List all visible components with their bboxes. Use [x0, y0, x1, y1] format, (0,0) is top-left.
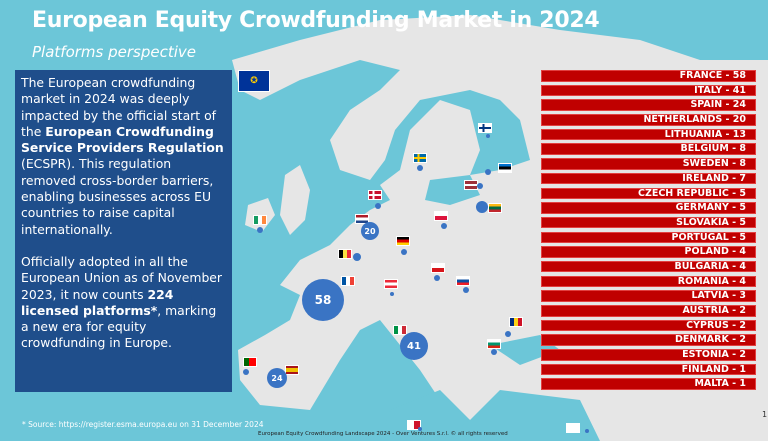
spain-flag-icon [285, 365, 299, 375]
bubble-portugal [243, 369, 249, 375]
bubble-latvia [477, 183, 483, 189]
bubble-spain: 24 [267, 368, 287, 388]
finland-flag-icon [478, 123, 492, 133]
eu-flag-icon: ✪ [238, 70, 270, 92]
bubble-estonia [485, 169, 491, 175]
bubble-netherlands: 20 [361, 222, 379, 240]
romania-flag-icon [509, 317, 523, 327]
country-bar: LITHUANIA - 13 [541, 128, 756, 141]
bubble-czech [434, 275, 440, 281]
slovakia-flag-icon [456, 276, 470, 286]
bubble-bulgaria [491, 349, 497, 355]
latvia-flag-icon [464, 180, 478, 190]
austria-flag-icon [384, 279, 398, 289]
bubble-italy: 41 [400, 332, 428, 360]
country-bar: FRANCE - 58 [541, 70, 756, 82]
country-bar: BULGARIA - 4 [541, 260, 756, 273]
belgium-flag-icon [338, 249, 352, 259]
bubble-finland [486, 134, 490, 138]
country-bar: IRELAND - 7 [541, 172, 756, 185]
lithuania-flag-icon [488, 203, 502, 213]
bubble-malta [418, 427, 422, 431]
footer-copyright: European Equity Crowdfunding Landscape 2… [258, 431, 508, 437]
intro-textbox: The European crowdfunding market in 2024… [15, 70, 232, 392]
page-subtitle: Platforms perspective [32, 43, 196, 61]
country-bar: ITALY - 41 [541, 84, 756, 97]
country-bar: ROMANIA - 4 [541, 275, 756, 288]
intro-paragraph-1: The European crowdfunding market in 2024… [21, 75, 226, 238]
country-bar: POLAND - 4 [541, 246, 756, 258]
bubble-sweden [417, 165, 423, 171]
bubble-ireland [257, 227, 263, 233]
country-bar: GERMANY - 5 [541, 202, 756, 214]
bubble-slovakia [463, 287, 469, 293]
country-bar: DENMARK - 2 [541, 334, 756, 346]
cyprus-flag-icon [566, 423, 580, 433]
intro-paragraph-2: Officially adopted in all the European U… [21, 254, 226, 352]
intro-text: Officially adopted in all the European U… [21, 253, 223, 302]
netherlands-flag-icon [355, 214, 369, 224]
ireland-flag-icon [253, 215, 267, 225]
bubble-france: 58 [302, 279, 344, 321]
bubble-denmark [375, 203, 381, 209]
country-bar: CYPRUS - 2 [541, 319, 756, 332]
country-bar: CZECH REPUBLIC - 5 [541, 187, 756, 199]
country-bar: BELGIUM - 8 [541, 143, 756, 155]
country-bar: SPAIN - 24 [541, 99, 756, 111]
bubble-poland [441, 223, 447, 229]
page-title: European Equity Crowdfunding Market in 2… [32, 8, 600, 33]
country-bar: FINLAND - 1 [541, 363, 756, 376]
germany-flag-icon [396, 236, 410, 246]
intro-bold: 224 licensed platforms* [21, 286, 174, 318]
intro-bold: European Crowdfunding Service Providers … [21, 123, 224, 156]
country-bar: PORTUGAL - 5 [541, 231, 756, 244]
source-note: * Source: https://register.esma.europa.e… [22, 420, 264, 429]
bubble-cyprus [585, 429, 589, 433]
bulgaria-flag-icon [487, 339, 501, 349]
sweden-flag-icon [413, 153, 427, 163]
bubble-austria [390, 292, 394, 296]
poland-flag-icon [434, 211, 448, 221]
italy-flag-icon [393, 325, 407, 335]
bubble-lithuania [476, 201, 488, 213]
country-bar: SLOVAKIA - 5 [541, 216, 756, 229]
country-bar: LATVIA - 3 [541, 290, 756, 302]
intro-text: , marking a new era for equity crowdfund… [21, 302, 217, 351]
country-bar: NETHERLANDS - 20 [541, 114, 756, 126]
malta-flag-icon [407, 420, 421, 430]
country-bar: MALTA - 1 [541, 378, 756, 390]
denmark-flag-icon [368, 190, 382, 200]
country-bar-list: FRANCE - 58 ITALY - 41 SPAIN - 24 NETHERLAN… [541, 70, 756, 393]
intro-text: (ECSPR). This regulation removed cross-b… [21, 156, 214, 237]
bubble-belgium [353, 253, 361, 261]
bubble-germany [401, 249, 407, 255]
czech-flag-icon [431, 263, 445, 273]
bubble-romania [505, 331, 511, 337]
portugal-flag-icon [243, 357, 257, 367]
country-bar: AUSTRIA - 2 [541, 305, 756, 317]
country-bar: SWEDEN - 8 [541, 158, 756, 170]
intro-text: The European crowdfunding market in 2024… [21, 75, 217, 139]
france-flag-icon [341, 276, 355, 286]
country-bar: ESTONIA - 2 [541, 349, 756, 361]
page-number: 1 [762, 410, 768, 419]
estonia-flag-icon [498, 163, 512, 173]
